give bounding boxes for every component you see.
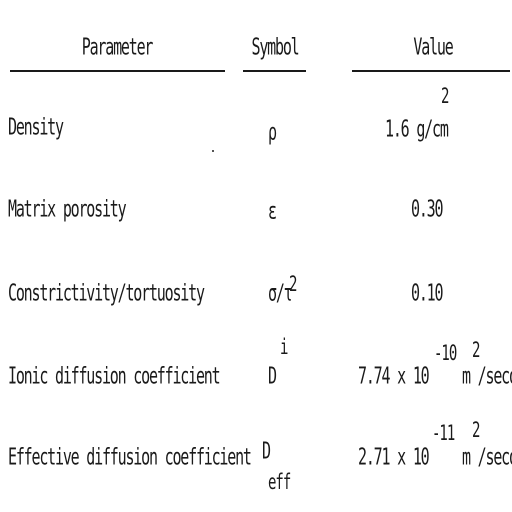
header-symbol: Symbol bbox=[251, 32, 300, 61]
row-ionic-value-exponent: -10 bbox=[434, 341, 457, 367]
row-density-value-exponent: 2 bbox=[441, 84, 450, 110]
row-effective-parameter: Effective diffusion coefficient bbox=[8, 442, 252, 471]
row-constrictivity-parameter: Constrictivity/tortuosity bbox=[8, 278, 205, 307]
row-porosity-symbol: ε bbox=[268, 196, 277, 225]
row-effective-value-mantissa: 2.71 x 10 bbox=[358, 442, 430, 471]
row-effective-value-unit: m /second bbox=[462, 442, 512, 471]
row-porosity-value: 0.30 bbox=[411, 194, 444, 223]
row-porosity-parameter: Matrix porosity bbox=[8, 194, 127, 223]
row-ionic-symbol: D bbox=[268, 361, 277, 390]
row-constrictivity-symbol-exponent: 2 bbox=[289, 272, 298, 298]
header-rule-value bbox=[352, 70, 510, 72]
row-density-value: 1.6 g/cm bbox=[385, 114, 449, 143]
row-constrictivity-value: 0.10 bbox=[411, 278, 444, 307]
row-effective-value-exponent: -11 bbox=[432, 421, 455, 447]
row-density-symbol: ρ bbox=[268, 117, 277, 146]
row-ionic-value-unit: m /second bbox=[462, 361, 512, 390]
header-parameter: Parameter bbox=[81, 32, 154, 61]
row-effective-symbol-subscript: eff bbox=[268, 470, 291, 496]
row-density-parameter: Density bbox=[8, 112, 64, 141]
row-effective-symbol: D bbox=[262, 436, 271, 465]
header-rule-parameter bbox=[10, 70, 225, 72]
row-effective-value-unit-exponent: 2 bbox=[472, 418, 481, 444]
row-ionic-value-mantissa: 7.74 x 10 bbox=[358, 361, 430, 390]
row-ionic-parameter: Ionic diffusion coefficient bbox=[8, 361, 221, 390]
row-ionic-value-unit-exponent: 2 bbox=[472, 338, 481, 364]
row-constrictivity-symbol: σ/τ bbox=[268, 278, 293, 307]
header-rule-symbol bbox=[243, 70, 306, 72]
row-ionic-symbol-superscript: i bbox=[280, 335, 289, 361]
header-value: Value bbox=[413, 32, 453, 61]
scan-speck bbox=[212, 150, 214, 152]
